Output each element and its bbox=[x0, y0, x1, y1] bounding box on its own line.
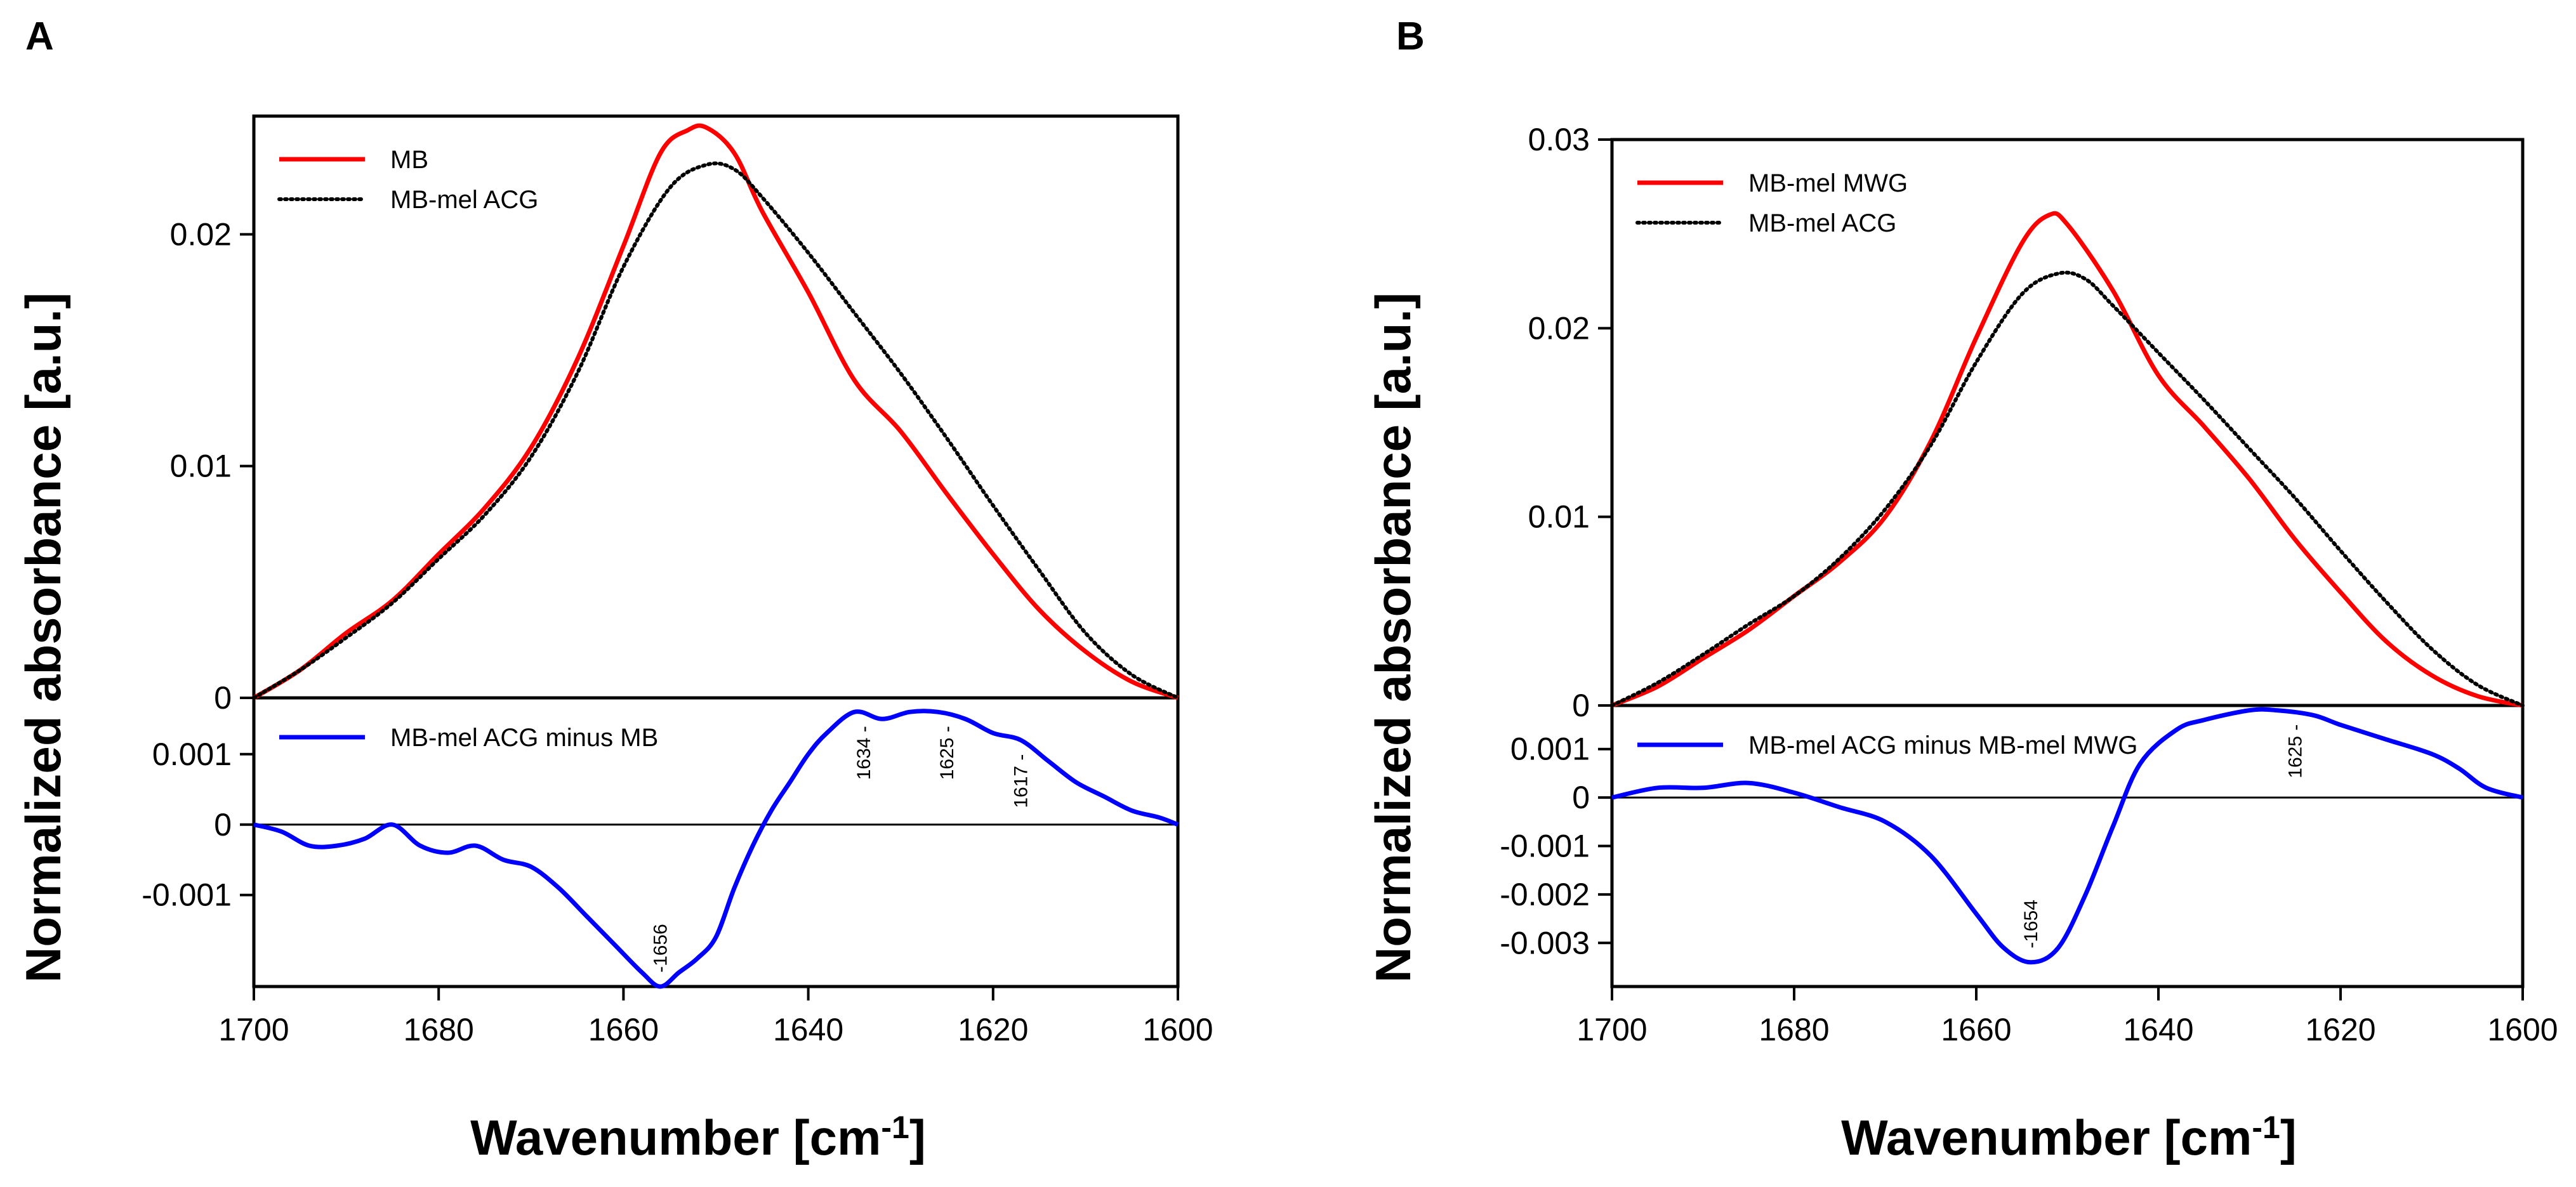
y-tick-label-top-a: 0.01 bbox=[170, 449, 232, 484]
y-tick-label-top-b: 0.03 bbox=[1528, 122, 1590, 157]
y-axis-label-b: Normalized absorbance [a.u.] bbox=[1365, 292, 1421, 983]
y-tick-label-bottom-b: 0.001 bbox=[1510, 731, 1590, 767]
series-line-bottom-a-0 bbox=[253, 709, 1179, 989]
x-axis-label-b-sup: -1 bbox=[2252, 1110, 2280, 1145]
x-axis-label-a-sup: -1 bbox=[881, 1110, 909, 1145]
series-line-top-a-0 bbox=[253, 123, 1179, 700]
x-tick-label-a: 1700 bbox=[218, 1012, 289, 1047]
x-tick-label-b: 1620 bbox=[2305, 1012, 2375, 1047]
y-tick-label-bottom-b: -0.002 bbox=[1500, 877, 1590, 912]
y-tick-label-bottom-b: -0.001 bbox=[1500, 829, 1590, 864]
y-tick-label-top-b: 0 bbox=[1572, 688, 1590, 723]
x-tick-label-b: 1700 bbox=[1576, 1012, 1647, 1047]
x-tick-label-a: 1620 bbox=[958, 1012, 1028, 1047]
y-tick-label-top-a: 0.02 bbox=[170, 216, 232, 252]
peak-annotation-a: 1617 - bbox=[1010, 754, 1031, 808]
y-tick-label-bottom-b: -0.003 bbox=[1500, 925, 1590, 961]
legend-label-bottom-b-0: MB-mel ACG minus MB-mel MWG bbox=[1748, 731, 2137, 759]
x-axis-label-a: Wavenumber [cm-1] bbox=[470, 1110, 926, 1165]
panel-label-b: B bbox=[1396, 15, 1425, 58]
y-tick-label-bottom-b: 0 bbox=[1572, 780, 1590, 815]
chart-panel-a: 1700 1680 1660 1640 1620 1600 0 0.01 0.02 -0.001 0… bbox=[142, 114, 1213, 1047]
x-tick-label-b: 1600 bbox=[2487, 1012, 2558, 1047]
legend-label-top-b-1: MB-mel ACG bbox=[1748, 209, 1896, 237]
series-line-bottom-b-0 bbox=[1611, 707, 2523, 965]
plot-frame-a bbox=[252, 114, 1180, 988]
x-tick-label-a: 1680 bbox=[404, 1012, 474, 1047]
series-line-top-b-1 bbox=[1610, 270, 2525, 707]
x-axis-label-a-end: ] bbox=[909, 1110, 926, 1165]
legend-label-top-b-0: MB-mel MWG bbox=[1748, 169, 1908, 197]
panel-label-a: A bbox=[25, 15, 54, 58]
legend-label-top-a-0: MB bbox=[390, 146, 428, 174]
peak-annotation-a: -1656 bbox=[651, 924, 671, 973]
y-tick-label-top-b: 0.02 bbox=[1528, 310, 1590, 346]
peak-annotation-a: 1625 - bbox=[937, 726, 958, 780]
peak-annotation-b: 1625 - bbox=[2285, 725, 2306, 778]
x-axis-label-a-main: Wavenumber [cm bbox=[470, 1110, 881, 1165]
x-tick-label-a: 1640 bbox=[773, 1012, 843, 1047]
legend-label-top-a-1: MB-mel ACG bbox=[390, 186, 538, 214]
x-tick-label-a: 1600 bbox=[1142, 1012, 1213, 1047]
peak-annotation-b: -1654 bbox=[2021, 900, 2042, 948]
x-tick-label-a: 1660 bbox=[588, 1012, 659, 1047]
x-axis-label-b-main: Wavenumber [cm bbox=[1841, 1110, 2252, 1165]
x-tick-label-b: 1640 bbox=[2123, 1012, 2193, 1047]
x-axis-label-b: Wavenumber [cm-1] bbox=[1841, 1110, 2297, 1165]
series-line-top-a-1 bbox=[252, 161, 1180, 700]
x-axis-label-b-end: ] bbox=[2280, 1110, 2297, 1165]
y-tick-label-bottom-a: 0 bbox=[214, 807, 232, 843]
legend-label-bottom-a-0: MB-mel ACG minus MB bbox=[390, 724, 658, 752]
x-tick-label-b: 1680 bbox=[1759, 1012, 1829, 1047]
y-tick-label-top-b: 0.01 bbox=[1528, 499, 1590, 535]
peak-annotation-a: 1634 - bbox=[854, 726, 875, 780]
y-axis-label-a: Normalized absorbance [a.u.] bbox=[15, 292, 71, 983]
y-tick-label-bottom-a: -0.001 bbox=[142, 877, 232, 913]
y-tick-label-bottom-a: 0.001 bbox=[152, 737, 232, 772]
x-tick-label-b: 1660 bbox=[1941, 1012, 2011, 1047]
chart-panel-b: 1700 1680 1660 1640 1620 1600 0 0.01 0.02 0.03 -0.… bbox=[1500, 122, 2558, 1047]
plot-frame-b bbox=[1610, 138, 2525, 988]
y-tick-label-top-a: 0 bbox=[214, 680, 232, 716]
